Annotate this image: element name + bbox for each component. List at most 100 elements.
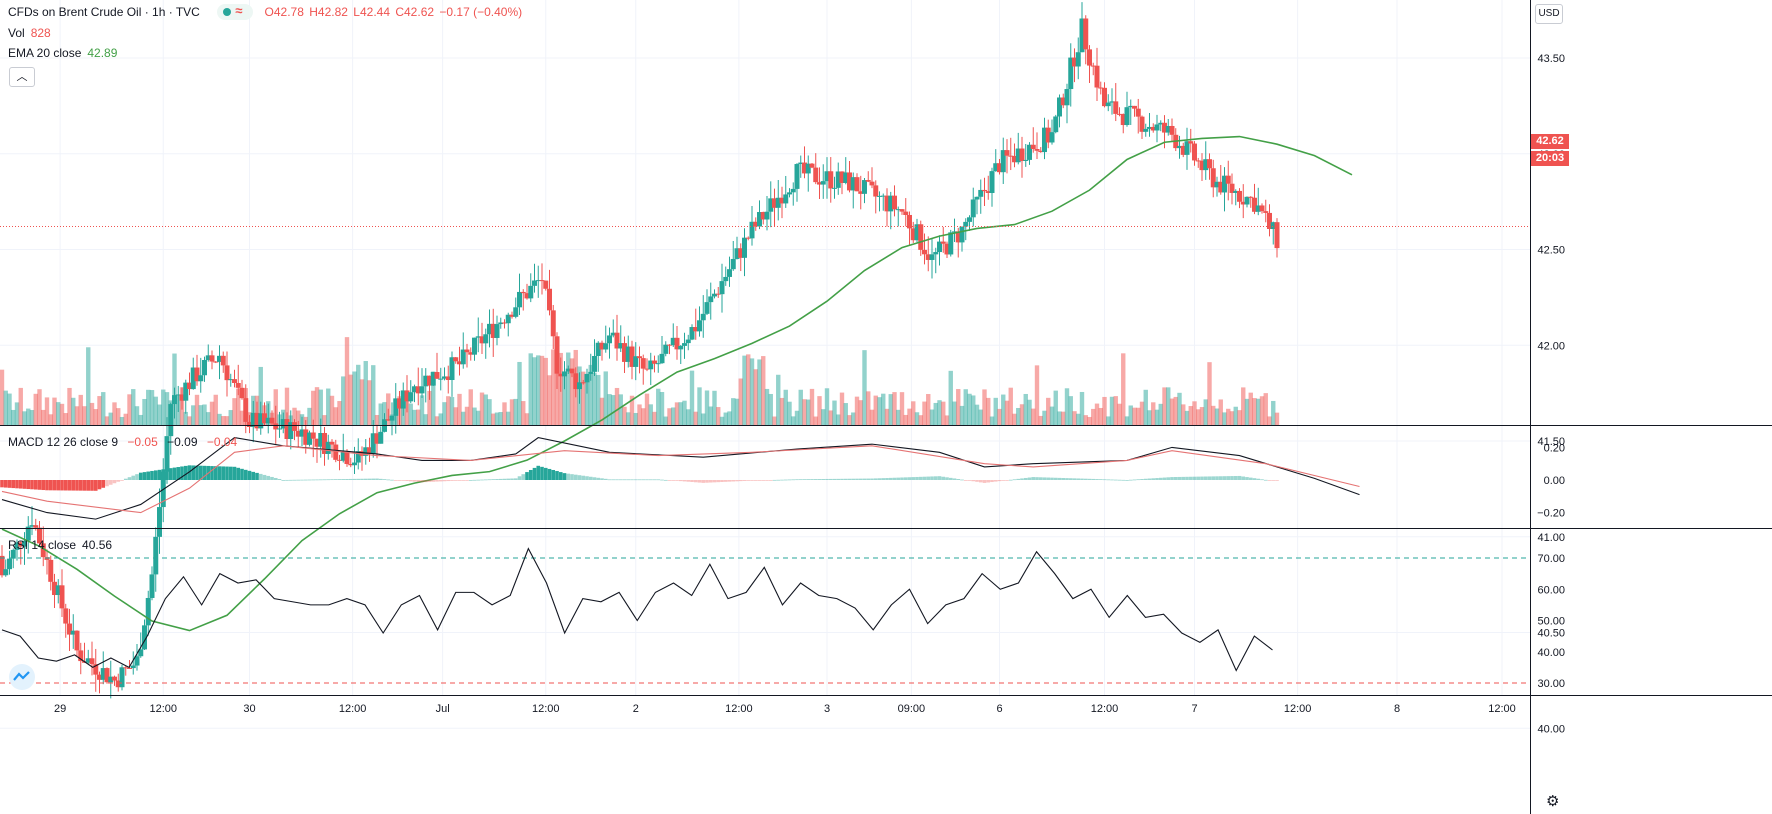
candle-body [235,382,241,388]
macd-hist-bar [378,478,383,480]
volume-bar [329,395,335,425]
macd-hist-bar [618,479,623,481]
volume-bar [1158,403,1163,425]
macd-hist-bar [11,480,16,489]
macd-hist-bar [1196,476,1201,480]
volume-bar [1136,407,1141,425]
volume-bar [768,393,773,425]
candle-body [760,212,766,220]
macd-hist-bar [791,479,796,481]
candle-body [1252,197,1257,212]
candle-body [775,197,781,208]
candle-body [745,237,751,239]
volume-bar [554,372,560,425]
volume-bar [686,409,691,425]
candle-body [880,195,886,197]
macd-hist-bar [506,478,511,480]
macd-hist-bar [1128,479,1133,481]
volume-bar [1267,416,1272,425]
volume-bar [941,401,946,425]
candle-body [112,676,117,681]
volume-bar [716,407,721,425]
macd-hist-bar [1218,476,1223,480]
volume-bar [719,416,725,425]
time-label: 12:00 [532,703,560,715]
candle-body [1267,212,1272,229]
candle-body [862,180,867,194]
macd-hist-bar [1222,476,1227,480]
candle-body [835,171,841,188]
candle-body [1248,196,1254,198]
volume-bar [7,393,12,425]
macd-hist-bar [37,480,42,490]
candle-body [1094,65,1100,88]
gear-icon[interactable]: ⚙ [1546,793,1560,810]
macd-hist-bar [1050,477,1054,480]
candle-body [933,252,939,255]
volume-bar [1057,411,1062,425]
macd-hist-bar [120,480,124,481]
candle-body [768,198,774,212]
volume-bar [918,415,923,425]
macd-hist-bar [1241,476,1246,480]
volume-bar [667,408,672,425]
candle-body [187,382,192,390]
volume-bar [258,366,263,425]
candle-body [888,195,894,212]
macd-hist-bar [195,465,199,480]
volume-bar [1038,415,1043,425]
volume-bar [191,405,196,425]
macd-hist-bar [930,476,934,480]
macd-hist-bar [716,480,721,483]
macd-hist-bar [532,467,537,480]
volume-bar [1252,398,1257,425]
currency-button[interactable]: USD [1535,4,1563,24]
candle-body [1060,97,1066,106]
price-tick: 41.00 [1537,532,1565,544]
candle-body [1237,190,1242,202]
candle-body [78,650,84,662]
candle-body [802,162,807,174]
volume-bar [1211,405,1216,425]
volume-bar [839,392,845,425]
macd-hist-bar [277,478,282,480]
candle-body [1184,141,1190,155]
volume-bar [821,409,826,425]
macd-hist-bar [1035,477,1039,480]
macd-hist-bar [1192,476,1197,480]
chevron-up-icon[interactable]: ︿ [9,67,35,87]
status-pill[interactable]: ≈ [217,3,254,20]
candle-body [183,382,189,401]
macd-hist-bar [1102,479,1107,481]
macd-hist-bar [116,480,121,482]
volume-bar [543,357,548,425]
candle-body [164,436,170,472]
volume-bar [434,416,440,425]
macd-hist-bar [952,478,957,480]
candle-body [239,387,245,399]
macd-hist-bar [86,480,91,491]
volume-bar [479,392,485,425]
tradingview-logo-icon[interactable] [9,664,35,690]
macd-hist-bar [438,480,443,482]
candle-body [472,337,477,355]
macd-hist-bar [543,467,548,480]
volume-bar [727,411,732,425]
candle-body [903,211,909,215]
volume-bar [363,361,368,425]
volume-bar [1121,353,1126,425]
time-label: 2 [633,703,639,715]
macd-hist-bar [330,479,334,481]
candle-body [1057,97,1062,117]
candle-body [985,191,991,193]
volume-bar [633,412,638,425]
volume-bar [858,400,863,425]
candle-body [299,429,305,437]
macd-hist-bar [918,476,923,480]
candle-body [265,417,271,424]
volume-bar [314,387,320,425]
volume-bar [1181,404,1186,425]
macd-hist-bar [187,465,192,480]
candle-body [48,559,54,582]
